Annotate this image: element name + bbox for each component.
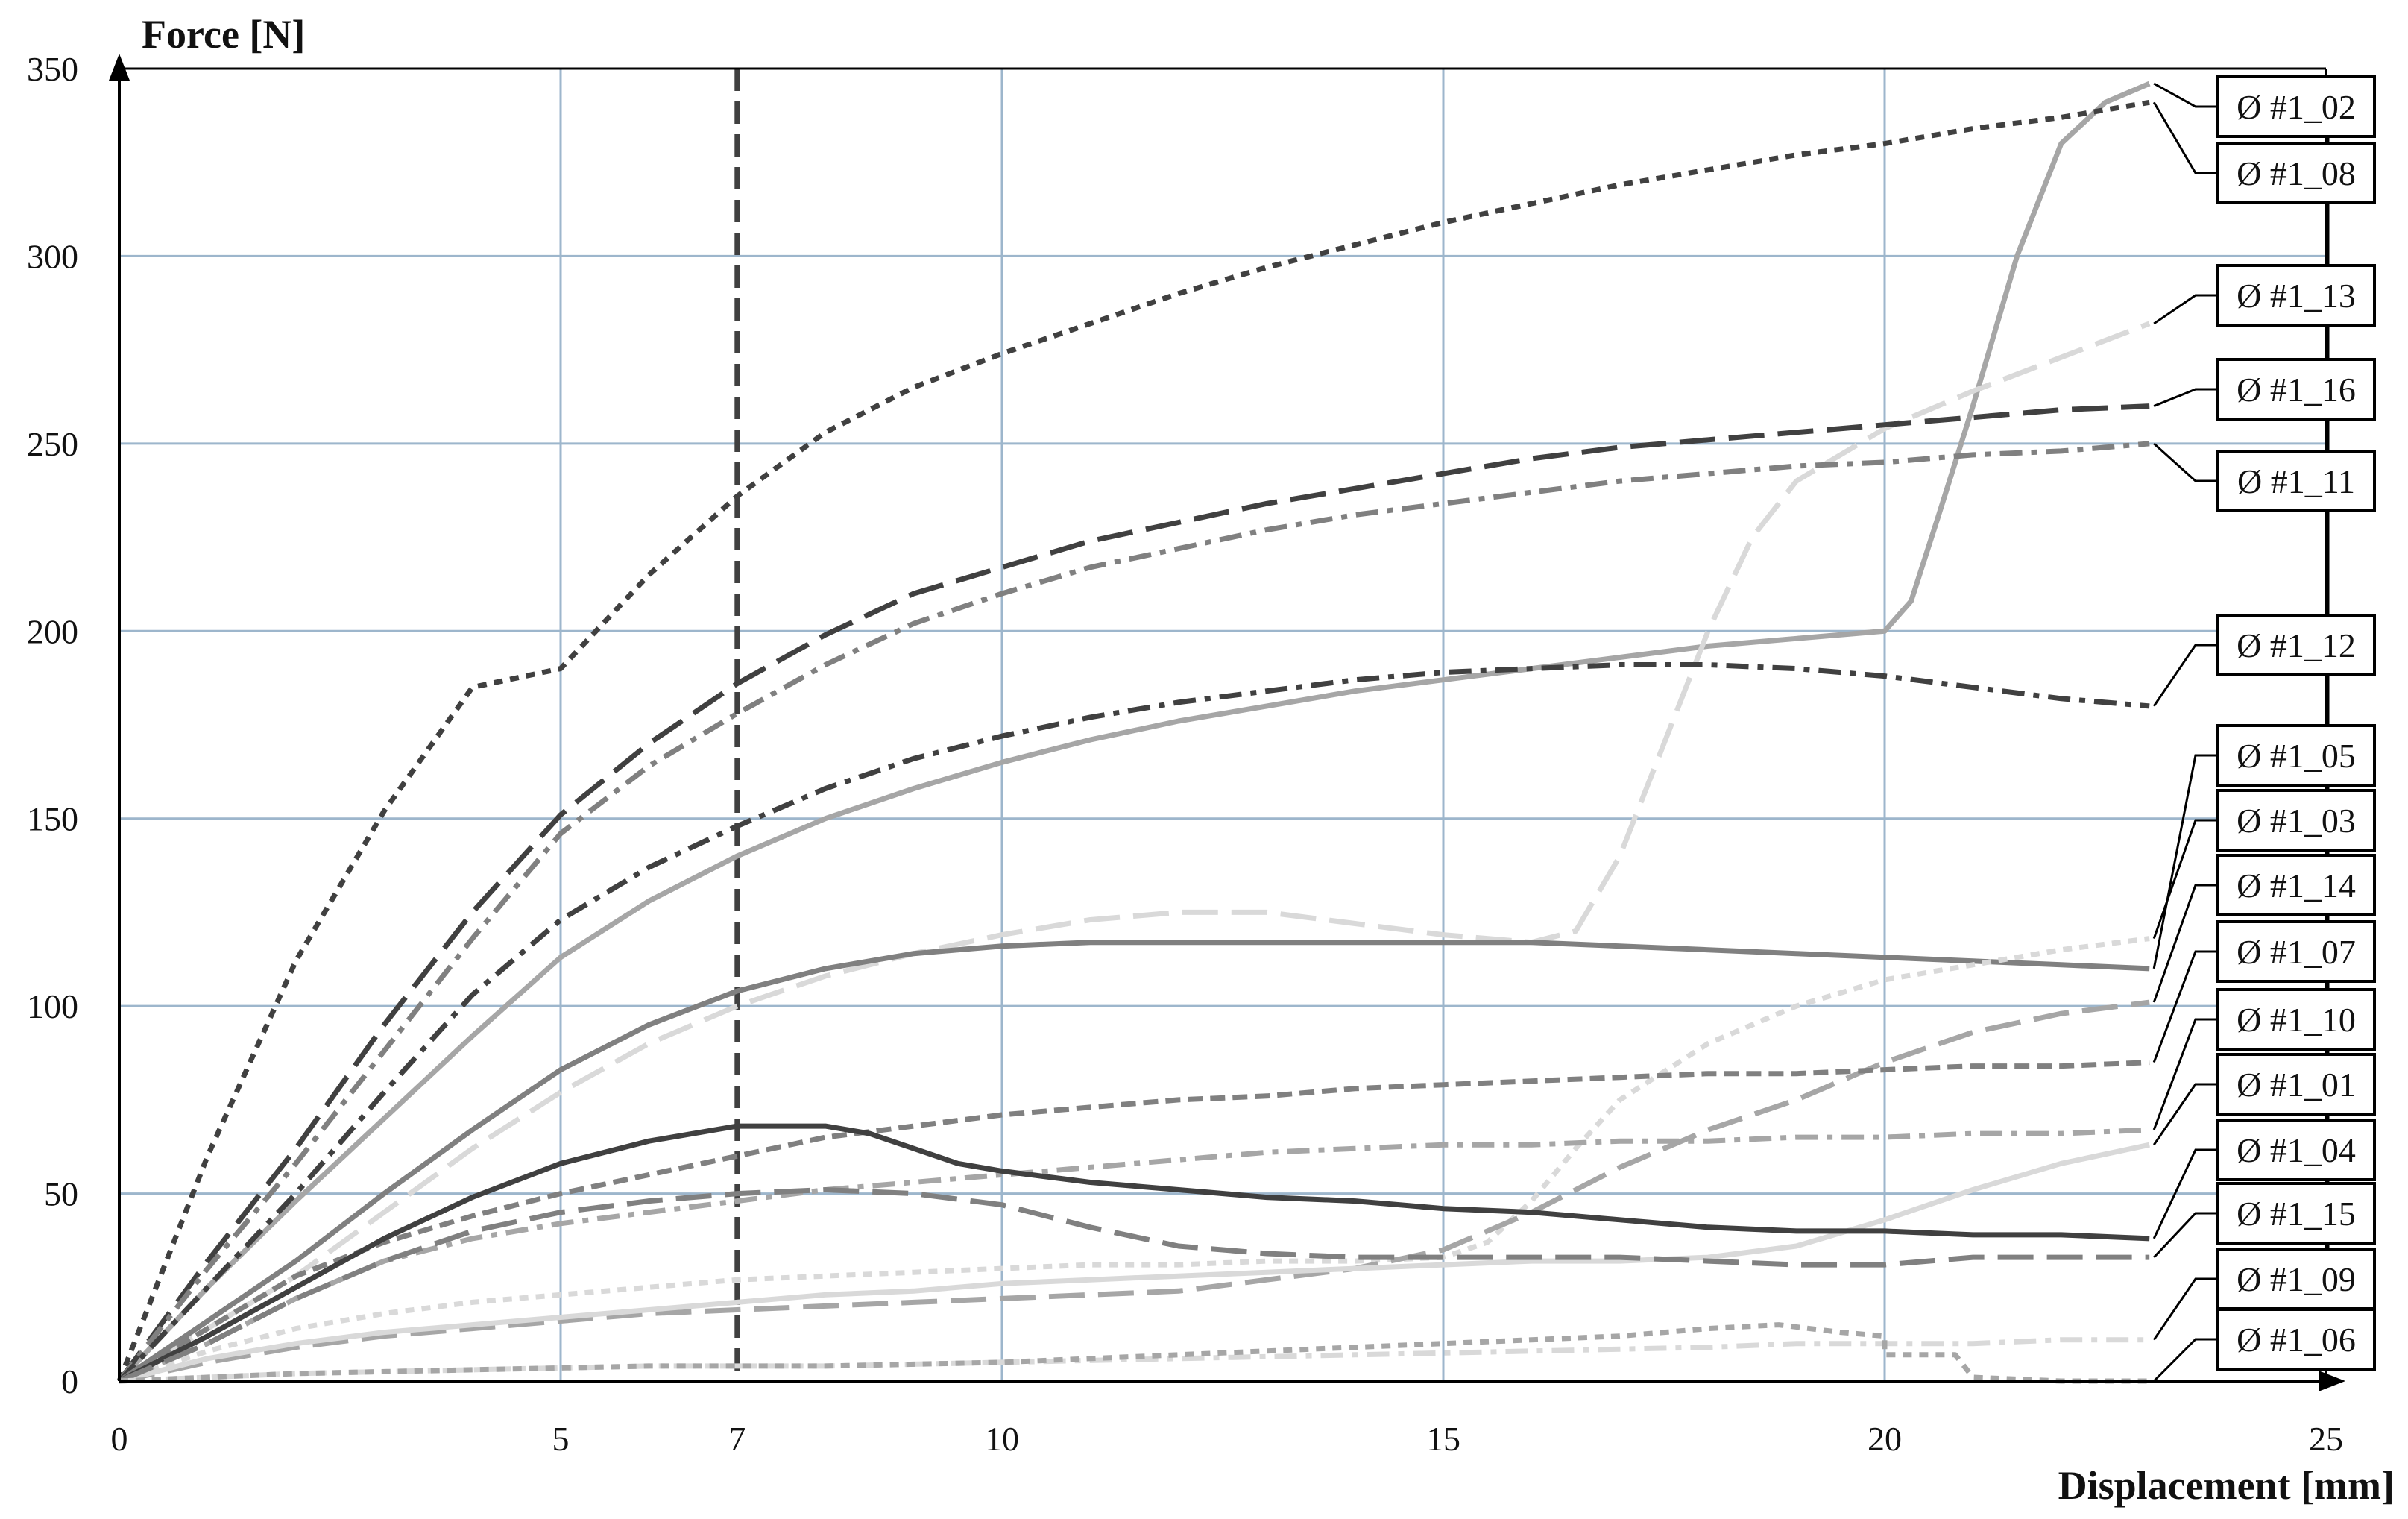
legend-label: Ø #1_07	[2237, 933, 2356, 971]
x-tick-label: 20	[1868, 1420, 1902, 1458]
y-tick-label: 200	[27, 612, 78, 650]
legend-box	[2216, 1119, 2376, 1181]
y-tick-label: 50	[44, 1175, 78, 1213]
legend-box	[2216, 724, 2376, 787]
series-line-1	[117, 81, 2151, 1383]
series-line-9	[119, 999, 2150, 1384]
legend-leader-line	[2153, 388, 2218, 407]
x-tick-label: 7	[728, 1420, 746, 1458]
series-layer	[116, 81, 2151, 1384]
legend-leader-line	[2152, 819, 2218, 940]
legend-label: Ø #1_06	[2237, 1321, 2356, 1359]
legend-leader-line	[2152, 754, 2218, 969]
legend-label: Ø #1_11	[2237, 462, 2355, 500]
legend-box	[2216, 614, 2376, 676]
legend-box	[2216, 264, 2376, 327]
legend-label: Ø #1_09	[2237, 1260, 2356, 1298]
legend-label: Ø #1_03	[2237, 802, 2356, 840]
legend-box	[2216, 75, 2376, 138]
x-axis-arrow	[2319, 1371, 2345, 1391]
x-tick-label: 0	[111, 1420, 128, 1458]
legend-box	[2216, 1053, 2376, 1116]
legend-leader-line	[2153, 1212, 2218, 1259]
series-line-13	[118, 1123, 2150, 1384]
y-tick-label: 100	[27, 987, 78, 1025]
legend-leader-line	[2152, 950, 2218, 1063]
legend-leader-line	[2152, 1148, 2218, 1239]
legend-box	[2216, 920, 2376, 983]
legend-leader-line	[2152, 1277, 2218, 1341]
y-axis-arrow	[109, 54, 130, 81]
legend-leader-line	[2152, 884, 2218, 1003]
legend-label: Ø #1_04	[2237, 1131, 2356, 1169]
legend-box	[2216, 789, 2376, 852]
y-tick-label: 0	[61, 1362, 78, 1400]
axes	[109, 54, 2345, 1391]
x-tick-label: 5	[552, 1420, 570, 1458]
legend-leader-line	[2153, 1338, 2218, 1383]
legend-box	[2216, 854, 2376, 916]
ticks: 0 50 100 150 200 250 300 350 0 5 7 10 15 20 25	[27, 50, 2343, 1458]
series-line-4	[117, 403, 2150, 1383]
series-line-5	[117, 441, 2150, 1383]
legend-leader-line	[2153, 82, 2218, 108]
series-line-11	[118, 1127, 2150, 1384]
legend-leader-line	[2152, 101, 2218, 174]
series-line-7	[118, 940, 2150, 1383]
series-line-8	[118, 936, 2150, 1384]
legend-box	[2216, 450, 2376, 512]
x-tick-label: 15	[1426, 1420, 1460, 1458]
legend-box	[2216, 988, 2376, 1051]
legend-label: Ø #1_02	[2237, 88, 2356, 126]
legend-label: Ø #1_13	[2237, 277, 2356, 315]
legend-leader-line	[2152, 1018, 2218, 1130]
legend-box	[2216, 1308, 2376, 1371]
series-line-16	[119, 1322, 2150, 1384]
legend-leader-line	[2152, 644, 2218, 707]
y-axis-title: Force [N]	[142, 12, 305, 57]
series-line-3	[118, 321, 2151, 1384]
series-line-2	[116, 99, 2150, 1383]
series-line-10	[118, 1060, 2150, 1384]
x-tick-label: 10	[985, 1420, 1019, 1458]
legend-box	[2216, 358, 2376, 421]
legend-leader-line	[2153, 442, 2218, 482]
y-tick-label: 250	[27, 425, 78, 463]
legend-leader-line	[2152, 1083, 2218, 1146]
legend-box	[2216, 142, 2376, 204]
legend-label: Ø #1_01	[2237, 1066, 2356, 1104]
legend-label: Ø #1_14	[2237, 867, 2356, 905]
y-tick-label: 150	[27, 800, 78, 838]
legend-box	[2216, 1182, 2376, 1245]
y-tick-label: 300	[27, 237, 78, 275]
legend-label: Ø #1_12	[2237, 626, 2356, 664]
series-line-6	[117, 662, 2150, 1383]
legend-label: Ø #1_15	[2237, 1195, 2356, 1233]
legend-label: Ø #1_08	[2237, 154, 2356, 192]
legend-label: Ø #1_10	[2237, 1001, 2356, 1039]
series-line-12	[119, 1142, 2150, 1384]
x-axis-title: Displacement [mm]	[2058, 1463, 2395, 1508]
legend-label: Ø #1_05	[2237, 737, 2356, 775]
legend-label: Ø #1_16	[2237, 371, 2356, 409]
legend-leader-line	[2153, 294, 2218, 325]
series-line-15	[119, 1337, 2150, 1384]
y-tick-label: 350	[27, 50, 78, 88]
x-tick-label: 25	[2309, 1420, 2343, 1458]
legend: Ø #1_02 Ø #1_08 Ø #1_13 Ø #1_16 Ø #1_11 Ø #1_…	[2152, 75, 2376, 1383]
series-line-14	[118, 1187, 2150, 1384]
legend-box	[2216, 1248, 2376, 1310]
